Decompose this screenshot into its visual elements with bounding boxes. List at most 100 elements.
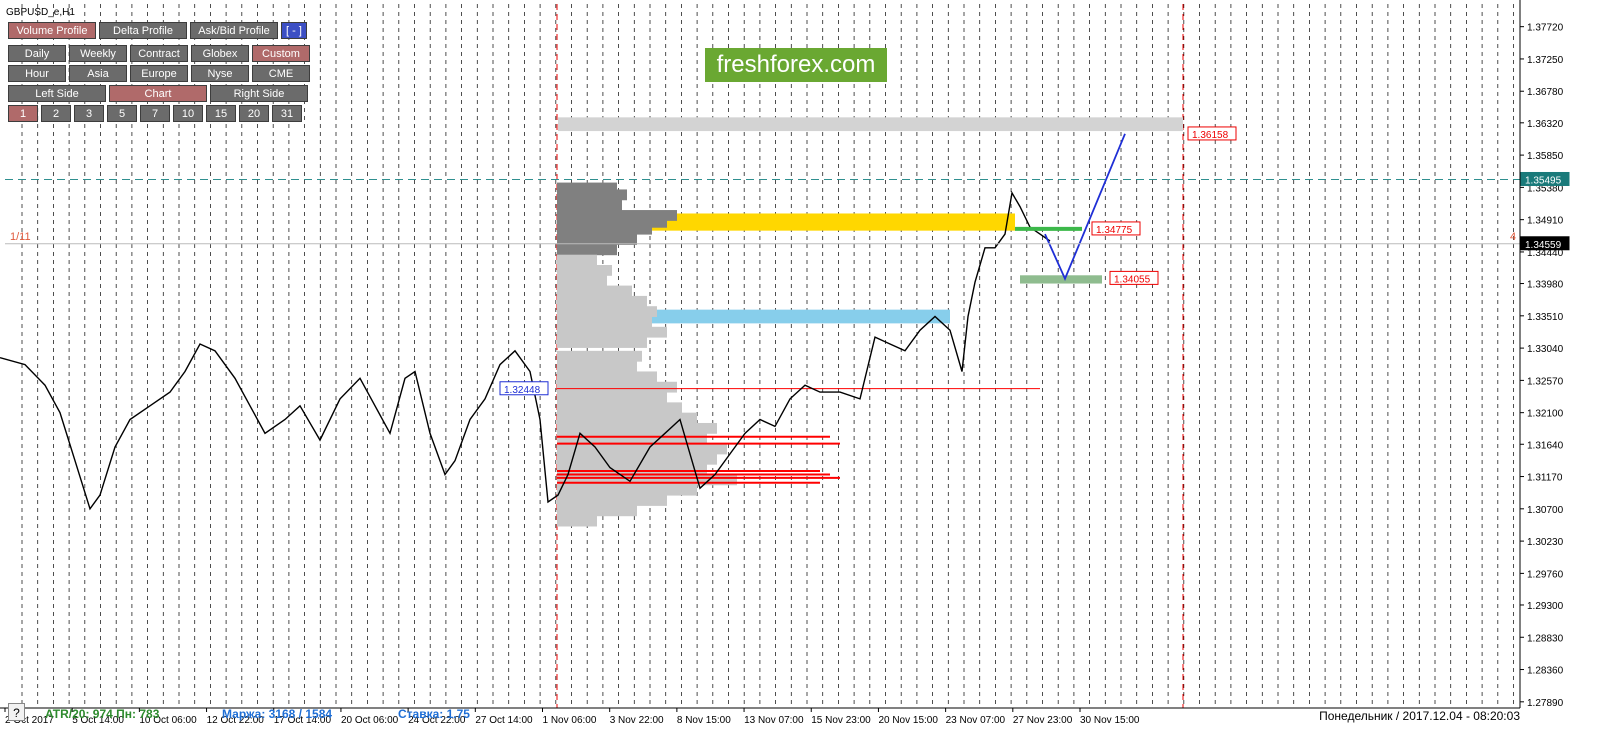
profile-bar: [557, 216, 667, 228]
panel-button-row5-6[interactable]: 15: [206, 105, 236, 122]
panel-button-row2-1[interactable]: Weekly: [69, 45, 127, 62]
x-tick-label: 1 Nov 06:00: [543, 715, 597, 726]
profile-bar: [557, 254, 597, 266]
y-tick-label: 1.37250: [1527, 55, 1564, 66]
green-zone: [1020, 275, 1102, 284]
panel-button-row5-0[interactable]: 1: [8, 105, 38, 122]
panel-button-row1-2[interactable]: Ask/Bid Profile: [190, 22, 278, 39]
y-tick-label: 1.35850: [1527, 151, 1564, 162]
x-tick-label: 20 Oct 06:00: [341, 715, 399, 726]
profile-bar: [557, 453, 717, 465]
y-tick-label: 1.33980: [1527, 280, 1564, 291]
profile-bar: [557, 392, 667, 403]
profile-bar: [557, 464, 707, 475]
right-marker: 4: [1510, 231, 1516, 243]
volume-profile-panel: Volume Profile Delta Profile Ask/Bid Profi…: [0, 0, 330, 130]
panel-button-row1-0[interactable]: Volume Profile: [8, 22, 96, 39]
y-tick-label: 1.33040: [1527, 344, 1564, 355]
value-zone: [630, 309, 950, 324]
bid-price-tag-box: [1520, 171, 1570, 186]
profile-bar: [557, 316, 652, 328]
panel-button-row5-8[interactable]: 31: [272, 105, 302, 122]
profile-bar: [557, 223, 652, 235]
panel-button-row3-0[interactable]: Hour: [8, 65, 66, 82]
panel-button-row3-2[interactable]: Europe: [130, 65, 188, 82]
profile-bar: [557, 295, 647, 307]
x-tick-label: 2 Oct 2017: [5, 715, 54, 726]
panel-button-row2-3[interactable]: Globex: [191, 45, 249, 62]
profile-bar: [557, 371, 657, 383]
profile-bar: [557, 234, 637, 245]
profile-bar: [557, 484, 697, 496]
y-tick-label: 1.31640: [1527, 440, 1564, 451]
panel-button-row1-3[interactable]: [ - ]: [281, 22, 307, 39]
y-tick-label: 1.37720: [1527, 23, 1564, 34]
y-tick-label: 1.28830: [1527, 633, 1564, 644]
panel-button-row4-0[interactable]: Left Side: [8, 85, 106, 102]
current-price-tag-box: [1520, 236, 1570, 251]
panel-button-row5-2[interactable]: 3: [74, 105, 104, 122]
profile-bar: [557, 285, 632, 297]
profile-bar: [557, 326, 667, 338]
profile-bar: [557, 505, 637, 517]
profile-bar: [557, 433, 707, 445]
panel-button-row4-2[interactable]: Right Side: [210, 85, 308, 102]
profile-bar: [557, 244, 617, 256]
y-tick-label: 1.30700: [1527, 505, 1564, 516]
panel-button-row5-5[interactable]: 10: [173, 105, 203, 122]
panel-button-row2-2[interactable]: Contract: [130, 45, 188, 62]
panel-button-row3-1[interactable]: Asia: [69, 65, 127, 82]
x-tick-label: 13 Nov 07:00: [744, 715, 804, 726]
y-tick-label: 1.35380: [1527, 183, 1564, 194]
x-tick-label: 17 Oct 14:00: [274, 715, 332, 726]
panel-button-row2-4[interactable]: Custom: [252, 45, 310, 62]
profile-bar: [557, 474, 737, 486]
x-tick-label: 5 Oct 14:00: [72, 715, 124, 726]
target-zone: [558, 117, 1183, 132]
profile-bar: [557, 182, 617, 194]
current-price-tag: 1.34559: [1525, 240, 1562, 251]
rate-status: Ставка: 1.75: [398, 707, 470, 721]
y-tick-label: 1.29300: [1527, 601, 1564, 612]
x-tick-label: 30 Nov 15:00: [1080, 715, 1140, 726]
level-green-tag: 1.34775: [1096, 225, 1133, 236]
panel-button-row5-7[interactable]: 20: [239, 105, 269, 122]
panel-button-row5-4[interactable]: 7: [140, 105, 170, 122]
x-tick-label: 3 Nov 22:00: [610, 715, 664, 726]
help-button[interactable]: ?: [8, 703, 25, 721]
profile-bar: [557, 337, 647, 348]
panel-button-row3-3[interactable]: Nyse: [191, 65, 249, 82]
poc-zone: [620, 213, 1015, 231]
profile-bar: [557, 264, 612, 276]
profile-bar: [557, 443, 727, 455]
y-tick-label: 1.32100: [1527, 409, 1564, 420]
target-high-tag-box: [1187, 126, 1237, 141]
panel-button-row2-0[interactable]: Daily: [8, 45, 66, 62]
x-tick-label: 27 Nov 23:00: [1013, 715, 1073, 726]
panel-button-row1-1[interactable]: Delta Profile: [99, 22, 187, 39]
profile-bar: [557, 275, 607, 287]
y-tick-label: 1.28360: [1527, 666, 1564, 677]
profile-bar: [557, 381, 677, 393]
symbol-label: GBPUSD_e,H1: [6, 7, 75, 18]
blue-level-tag: 1.32448: [504, 385, 541, 396]
x-tick-label: 12 Oct 22:00: [207, 715, 265, 726]
x-tick-label: 24 Oct 22:00: [408, 715, 466, 726]
profile-bar: [557, 515, 597, 527]
level-low-tag-box: [1109, 270, 1159, 285]
freshforex-logo: freshforex.com: [705, 48, 887, 82]
level-low-tag: 1.34055: [1114, 274, 1151, 285]
y-tick-label: 1.27890: [1527, 698, 1564, 709]
y-tick-label: 1.36320: [1527, 119, 1564, 130]
panel-button-row4-1[interactable]: Chart: [109, 85, 207, 102]
panel-button-row5-3[interactable]: 5: [107, 105, 137, 122]
panel-button-row5-1[interactable]: 2: [41, 105, 71, 122]
forecast-line: [1044, 133, 1126, 281]
profile-bar: [557, 210, 677, 221]
y-tick-label: 1.34440: [1527, 248, 1564, 259]
x-tick-label: 27 Oct 14:00: [475, 715, 533, 726]
price-series: [0, 190, 1051, 511]
panel-button-row3-4[interactable]: CME: [252, 65, 310, 82]
